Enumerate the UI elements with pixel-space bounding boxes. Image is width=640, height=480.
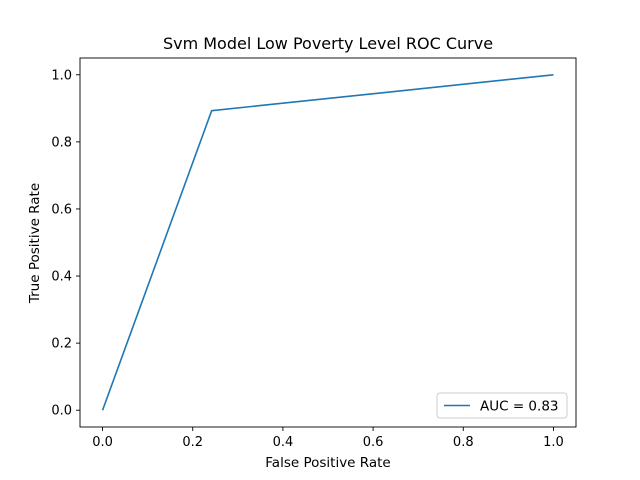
x-tick-label: 0.8 (453, 435, 474, 450)
y-tick-label: 0.6 (51, 202, 72, 217)
x-tick-label: 0.0 (92, 435, 113, 450)
x-tick-label: 0.4 (273, 435, 294, 450)
y-tick-label: 0.2 (51, 337, 72, 352)
chart-title: Svm Model Low Poverty Level ROC Curve (163, 34, 493, 53)
x-tick-label: 0.2 (182, 435, 203, 450)
y-tick-label: 1.0 (51, 68, 72, 83)
x-axis-label: False Positive Rate (265, 455, 390, 471)
plot-frame (79, 57, 577, 428)
legend: AUC = 0.83 (436, 392, 568, 419)
series-line-0 (101, 73, 554, 411)
y-axis-label: True Positive Rate (27, 183, 43, 304)
y-tick-label: 0.8 (51, 135, 72, 150)
y-tick-label: 0.0 (51, 404, 72, 419)
y-tick-label: 0.4 (51, 270, 72, 285)
legend-label: AUC = 0.83 (480, 399, 559, 415)
x-tick-label: 1.0 (543, 435, 564, 450)
legend-box (436, 392, 568, 419)
plot-area: 0.0 0.2 0.4 0.6 0.8 1.0 0.0 0.2 0.4 0.6 0.8 1.0 (51, 57, 577, 450)
x-tick-label: 0.6 (363, 435, 384, 450)
